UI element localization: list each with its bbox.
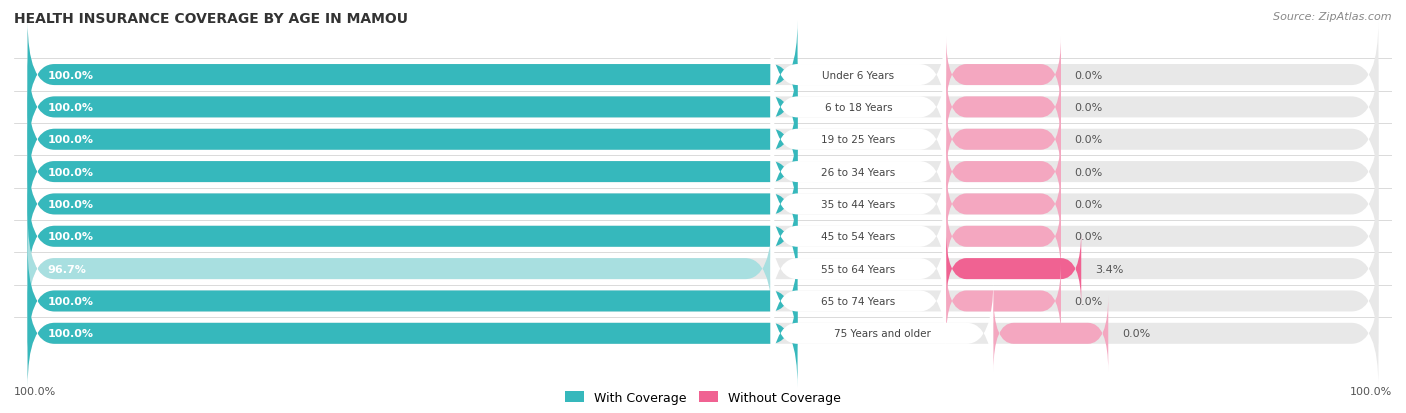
FancyBboxPatch shape (770, 21, 946, 129)
FancyBboxPatch shape (28, 118, 1378, 226)
FancyBboxPatch shape (946, 70, 1062, 145)
FancyBboxPatch shape (28, 86, 797, 194)
Text: Source: ZipAtlas.com: Source: ZipAtlas.com (1274, 12, 1392, 22)
Text: 35 to 44 Years: 35 to 44 Years (821, 199, 896, 209)
FancyBboxPatch shape (28, 183, 797, 291)
Text: 0.0%: 0.0% (1074, 167, 1102, 177)
Text: 6 to 18 Years: 6 to 18 Years (824, 103, 893, 113)
Text: 0.0%: 0.0% (1074, 135, 1102, 145)
FancyBboxPatch shape (770, 215, 946, 323)
FancyBboxPatch shape (946, 263, 1062, 339)
FancyBboxPatch shape (28, 280, 1378, 387)
FancyBboxPatch shape (770, 54, 946, 161)
Text: 0.0%: 0.0% (1074, 232, 1102, 242)
Text: 96.7%: 96.7% (48, 264, 87, 274)
FancyBboxPatch shape (946, 231, 1081, 307)
FancyBboxPatch shape (770, 280, 994, 387)
FancyBboxPatch shape (946, 38, 1062, 113)
Text: Under 6 Years: Under 6 Years (823, 70, 894, 81)
Text: 100.0%: 100.0% (14, 387, 56, 396)
FancyBboxPatch shape (28, 183, 1378, 291)
FancyBboxPatch shape (28, 215, 1378, 323)
Text: 0.0%: 0.0% (1074, 199, 1102, 209)
FancyBboxPatch shape (770, 150, 946, 259)
FancyBboxPatch shape (28, 150, 1378, 259)
Text: 0.0%: 0.0% (1074, 296, 1102, 306)
Text: 19 to 25 Years: 19 to 25 Years (821, 135, 896, 145)
FancyBboxPatch shape (770, 118, 946, 226)
FancyBboxPatch shape (946, 166, 1062, 242)
FancyBboxPatch shape (28, 54, 1378, 161)
Text: 75 Years and older: 75 Years and older (834, 328, 931, 339)
Text: 65 to 74 Years: 65 to 74 Years (821, 296, 896, 306)
FancyBboxPatch shape (28, 21, 797, 129)
Text: 0.0%: 0.0% (1074, 70, 1102, 81)
Text: 100.0%: 100.0% (48, 70, 94, 81)
FancyBboxPatch shape (770, 86, 946, 194)
FancyBboxPatch shape (28, 247, 1378, 355)
Text: 100.0%: 100.0% (48, 135, 94, 145)
Text: 100.0%: 100.0% (1350, 387, 1392, 396)
FancyBboxPatch shape (28, 21, 1378, 129)
FancyBboxPatch shape (28, 280, 797, 387)
FancyBboxPatch shape (28, 118, 797, 226)
FancyBboxPatch shape (28, 215, 772, 323)
Text: 100.0%: 100.0% (48, 103, 94, 113)
Legend: With Coverage, Without Coverage: With Coverage, Without Coverage (561, 386, 845, 409)
FancyBboxPatch shape (770, 247, 946, 355)
FancyBboxPatch shape (946, 199, 1062, 275)
Text: 0.0%: 0.0% (1074, 103, 1102, 113)
FancyBboxPatch shape (770, 183, 946, 291)
Text: 100.0%: 100.0% (48, 328, 94, 339)
Text: 3.4%: 3.4% (1095, 264, 1123, 274)
Text: 0.0%: 0.0% (1122, 328, 1150, 339)
Text: HEALTH INSURANCE COVERAGE BY AGE IN MAMOU: HEALTH INSURANCE COVERAGE BY AGE IN MAMO… (14, 12, 408, 26)
FancyBboxPatch shape (946, 134, 1062, 210)
Text: 100.0%: 100.0% (48, 232, 94, 242)
Text: 55 to 64 Years: 55 to 64 Years (821, 264, 896, 274)
Text: 45 to 54 Years: 45 to 54 Years (821, 232, 896, 242)
Text: 100.0%: 100.0% (48, 296, 94, 306)
Text: 26 to 34 Years: 26 to 34 Years (821, 167, 896, 177)
FancyBboxPatch shape (28, 150, 797, 259)
Text: 100.0%: 100.0% (48, 167, 94, 177)
FancyBboxPatch shape (946, 102, 1062, 178)
Text: 100.0%: 100.0% (48, 199, 94, 209)
FancyBboxPatch shape (28, 54, 797, 161)
FancyBboxPatch shape (28, 86, 1378, 194)
FancyBboxPatch shape (994, 296, 1108, 371)
FancyBboxPatch shape (28, 247, 797, 355)
